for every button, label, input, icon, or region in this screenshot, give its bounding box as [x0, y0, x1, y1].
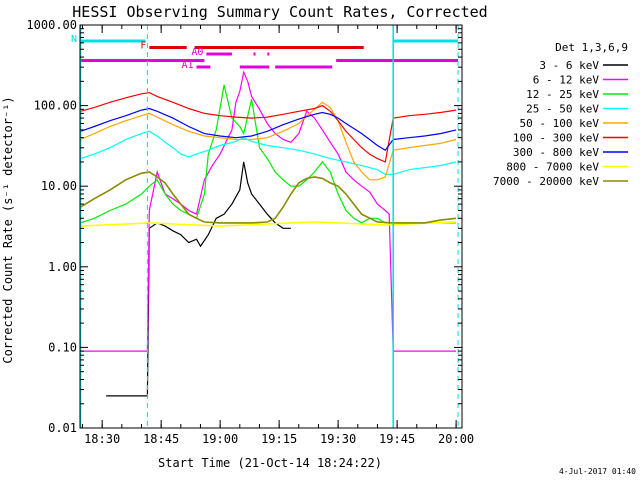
series-line-4	[80, 101, 457, 181]
x-tick-label: 18:30	[84, 432, 120, 446]
y-tick-label: 1.00	[48, 260, 77, 274]
axis-ticks: 0.01 0.10 1.00 10.00 100.00 1000.00 18:30 18:45…	[26, 18, 474, 446]
legend-label: 12 - 25 keV	[526, 88, 599, 101]
legend-label: 50 - 100 keV	[520, 117, 600, 130]
legend-label: 6 - 12 keV	[533, 74, 600, 87]
flag-label: A0	[191, 47, 203, 58]
x-tick-label: 19:00	[202, 432, 238, 446]
legend-label: 100 - 300 keV	[513, 132, 599, 145]
legend-label: 7000 - 20000 keV	[493, 175, 599, 188]
series-line-8	[80, 171, 457, 224]
chart-title: HESSI Observing Summary Count Rates, Cor…	[72, 3, 487, 21]
y-tick-label: 0.10	[48, 340, 77, 354]
series-line-3	[80, 130, 457, 175]
series-group	[80, 70, 457, 397]
observing-flags: N F A0 A1	[71, 34, 459, 71]
flag-label: N	[71, 34, 77, 45]
flag-label: A1	[181, 60, 193, 71]
flag-label: F	[140, 41, 146, 52]
series-line-6	[80, 107, 457, 151]
x-axis-title: Start Time (21-Oct-14 18:24:22)	[158, 456, 382, 470]
legend-label: 3 - 6 keV	[539, 59, 599, 72]
x-tick-label: 19:45	[379, 432, 415, 446]
x-tick-label: 18:45	[143, 432, 179, 446]
y-tick-label: 100.00	[34, 99, 77, 113]
legend-label: 25 - 50 keV	[526, 103, 599, 116]
legend-label: 800 - 7000 keV	[506, 161, 599, 174]
plot-border	[79, 24, 463, 429]
y-tick-label: 10.00	[41, 179, 77, 193]
x-tick-label: 19:15	[261, 432, 297, 446]
x-tick-label: 20:00	[438, 432, 474, 446]
series-line-5	[80, 91, 457, 163]
legend-label: 300 - 800 keV	[513, 146, 599, 159]
legend-title: Det 1,3,6,9	[555, 41, 628, 54]
y-tick-label: 0.01	[48, 421, 77, 435]
y-tick-label: 1000.00	[26, 18, 77, 32]
plot-frame	[79, 24, 463, 429]
date-stamp: 4-Jul-2017 01:40	[559, 467, 636, 476]
x-tick-label: 19:30	[320, 432, 356, 446]
series-line-1	[80, 70, 457, 352]
y-axis-title: Corrected Count Rate (s⁻¹ detector⁻¹)	[1, 96, 15, 363]
